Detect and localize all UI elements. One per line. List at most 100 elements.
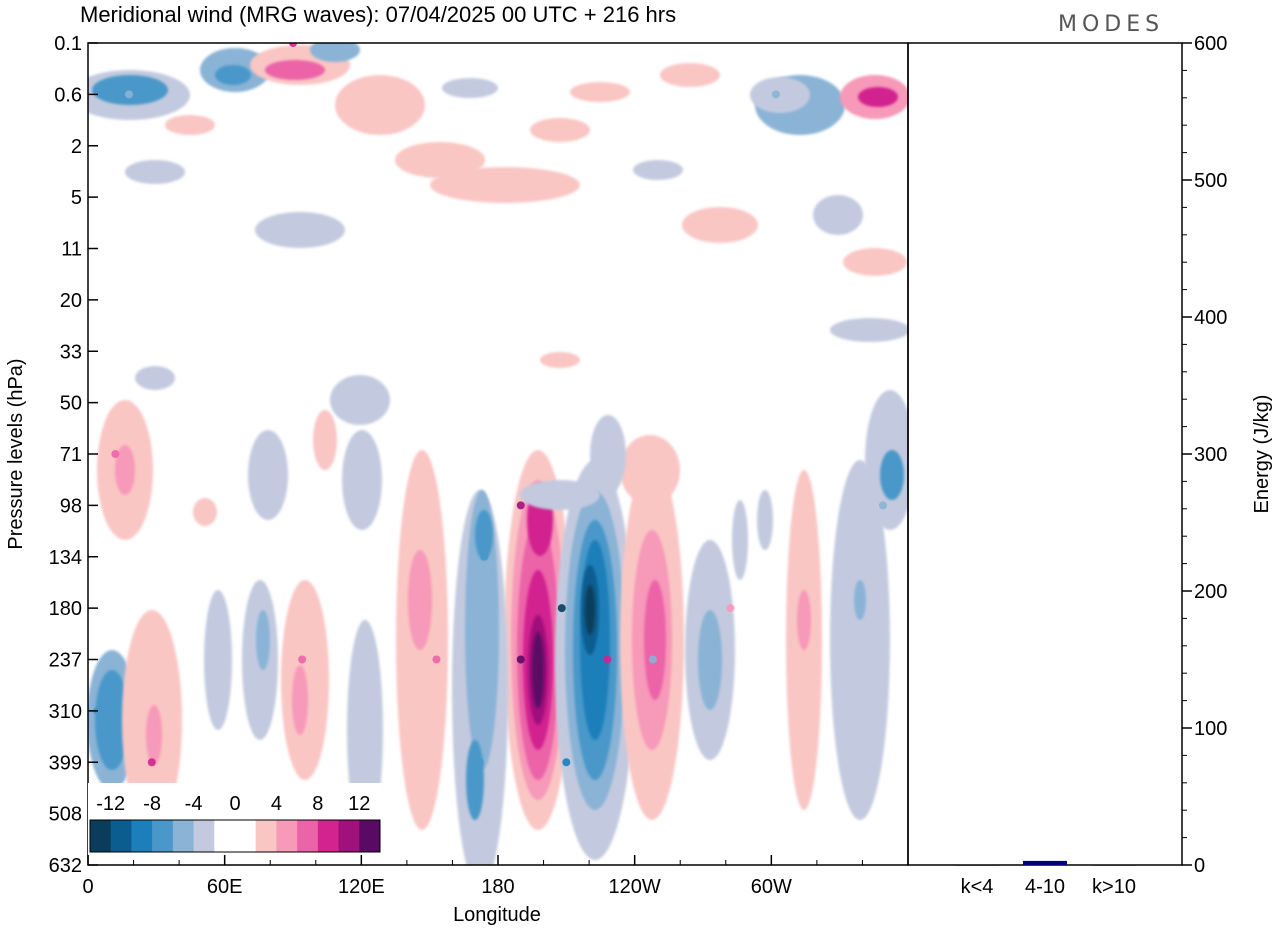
colorbar-label: -4 <box>185 793 203 815</box>
colorbar-swatch <box>214 820 236 852</box>
contour-blob <box>125 160 185 184</box>
energy-tick-label: 100 <box>1194 718 1227 740</box>
y-tick-label: 632 <box>49 855 82 877</box>
y-tick-label: 33 <box>60 341 82 363</box>
contour-blob <box>310 43 360 62</box>
contour-field <box>88 43 908 865</box>
y-tick-label: 399 <box>49 752 82 774</box>
colorbar-swatch <box>359 820 381 852</box>
contour-blob <box>193 498 217 526</box>
contour-blob <box>682 207 758 243</box>
contour-blob <box>165 115 215 135</box>
energy-axis-label: Energy (J/kg) <box>1251 395 1273 514</box>
y-tick-label: 71 <box>60 444 82 466</box>
contour-extremum <box>147 758 156 767</box>
contour-extremum <box>771 90 780 99</box>
contour-blob <box>813 195 863 235</box>
colorbar-swatch <box>276 820 298 852</box>
colorbar-swatch <box>152 820 174 852</box>
contour-blob <box>92 75 168 105</box>
contour-blob <box>570 82 630 102</box>
contour-blob <box>620 435 680 505</box>
contour-blob <box>466 740 484 820</box>
contour-blob <box>335 75 425 135</box>
contour-blob <box>585 585 595 635</box>
energy-category-label: k>10 <box>1092 876 1136 898</box>
contour-extremum <box>480 552 489 561</box>
contour-blob <box>797 590 811 650</box>
colorbar-label: -8 <box>143 793 161 815</box>
energy-tick-label: 200 <box>1194 581 1227 603</box>
contour-extremum <box>726 604 735 613</box>
y-tick-label: 98 <box>60 495 82 517</box>
colorbar-label: 0 <box>229 793 240 815</box>
x-tick-label: 0 <box>82 876 93 898</box>
colorbar-swatch <box>131 820 153 852</box>
contour-extremum <box>111 450 120 458</box>
contour-extremum <box>648 655 657 664</box>
x-tick-label: 60E <box>207 876 243 898</box>
contour-blob <box>750 77 810 113</box>
contour-blob <box>530 118 590 142</box>
energy-bar-panel: 0 100 200 300 400 500 600 k<4 4-10 k>10 <box>955 33 1227 898</box>
contour-extremum <box>516 501 525 510</box>
x-tick-label: 120E <box>338 876 385 898</box>
x-tick-label: 180 <box>481 876 514 898</box>
contour-blob <box>115 445 135 495</box>
colorbar-swatch <box>235 820 257 852</box>
contour-extremum <box>432 655 441 664</box>
x-tick-label: 60W <box>751 876 792 898</box>
contour-blob <box>146 705 162 765</box>
contour-blob <box>292 665 308 735</box>
contour-extremum <box>881 90 890 99</box>
contour-blob <box>698 610 722 710</box>
contour-blob <box>858 87 898 107</box>
contour-extremum <box>557 604 566 613</box>
contour-blob <box>256 610 270 670</box>
contour-extremum <box>878 501 887 510</box>
x-axis-label: Longitude <box>453 904 541 926</box>
contour-blob <box>880 450 904 500</box>
contour-extremum <box>516 655 525 664</box>
y-tick-label: 180 <box>49 598 82 620</box>
energy-bar <box>1023 860 1067 865</box>
colorbar-swatch <box>193 820 215 852</box>
contour-blob <box>830 318 908 342</box>
y-tick-label: 0.6 <box>54 84 82 106</box>
y-tick-label: 0.1 <box>54 33 82 55</box>
energy-tick-label: 500 <box>1194 170 1227 192</box>
contour-blob <box>442 78 498 98</box>
contour-blob <box>843 248 907 276</box>
chart-title: Meridional wind (MRG waves): 07/04/2025 … <box>80 2 676 27</box>
colorbar-swatch <box>297 820 319 852</box>
contour-blob <box>395 142 485 178</box>
contour-blob <box>342 430 382 530</box>
contour-extremum <box>298 655 307 664</box>
contour-blob <box>408 550 432 650</box>
y-tick-label: 134 <box>49 547 82 569</box>
y-tick-label: 310 <box>49 701 82 723</box>
contour-extremum <box>562 758 571 767</box>
contour-blob <box>204 590 232 730</box>
y-axis-label: Pressure levels (hPa) <box>5 358 27 549</box>
contour-blob <box>255 212 345 248</box>
contour-extremum <box>603 655 612 664</box>
contour-extremum <box>289 43 297 47</box>
contour-blob <box>732 500 748 580</box>
heatmap-axes: 0.1 0.6 2 5 11 20 33 50 71 98 134 180 237 310 399 508 63… <box>49 33 863 898</box>
colorbar-swatch <box>338 820 360 852</box>
y-tick-label: 237 <box>49 650 82 672</box>
energy-category-label: 4-10 <box>1025 876 1065 898</box>
y-tick-label: 50 <box>60 393 82 415</box>
contour-blob <box>540 352 580 368</box>
energy-tick-label: 600 <box>1194 33 1227 55</box>
colorbar-label: -12 <box>96 793 125 815</box>
contour-blob <box>313 410 337 470</box>
contour-blob <box>644 580 666 700</box>
energy-bar <box>955 865 999 866</box>
colorbar: -12 -8 -4 0 4 8 12 <box>88 783 382 855</box>
modes-logo: MODES <box>1058 12 1164 37</box>
contour-blob <box>520 480 600 510</box>
contour-blob <box>465 490 499 770</box>
